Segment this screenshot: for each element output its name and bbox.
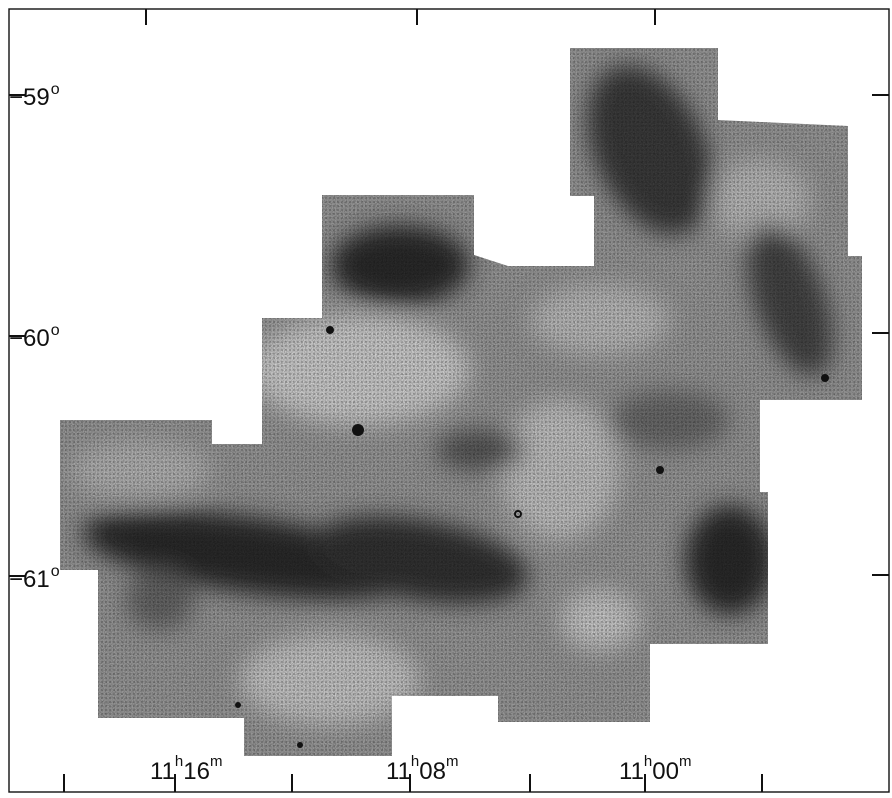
bottom-ticks [63, 774, 763, 792]
ra-label-11h00m: 11h00m [619, 753, 692, 785]
dec-label-minus-60: −60o [9, 322, 60, 352]
side-ticks [9, 94, 889, 577]
ra-label-11h16m: 11h16m [150, 753, 223, 785]
top-ticks [145, 9, 656, 25]
sky-mosaic-image [60, 48, 862, 756]
dec-label-minus-61: −61o [9, 563, 60, 593]
plot-frame [8, 8, 890, 793]
dec-label-minus-59: −59o [9, 81, 60, 111]
ra-label-11h08m: 11h08m [386, 753, 459, 785]
